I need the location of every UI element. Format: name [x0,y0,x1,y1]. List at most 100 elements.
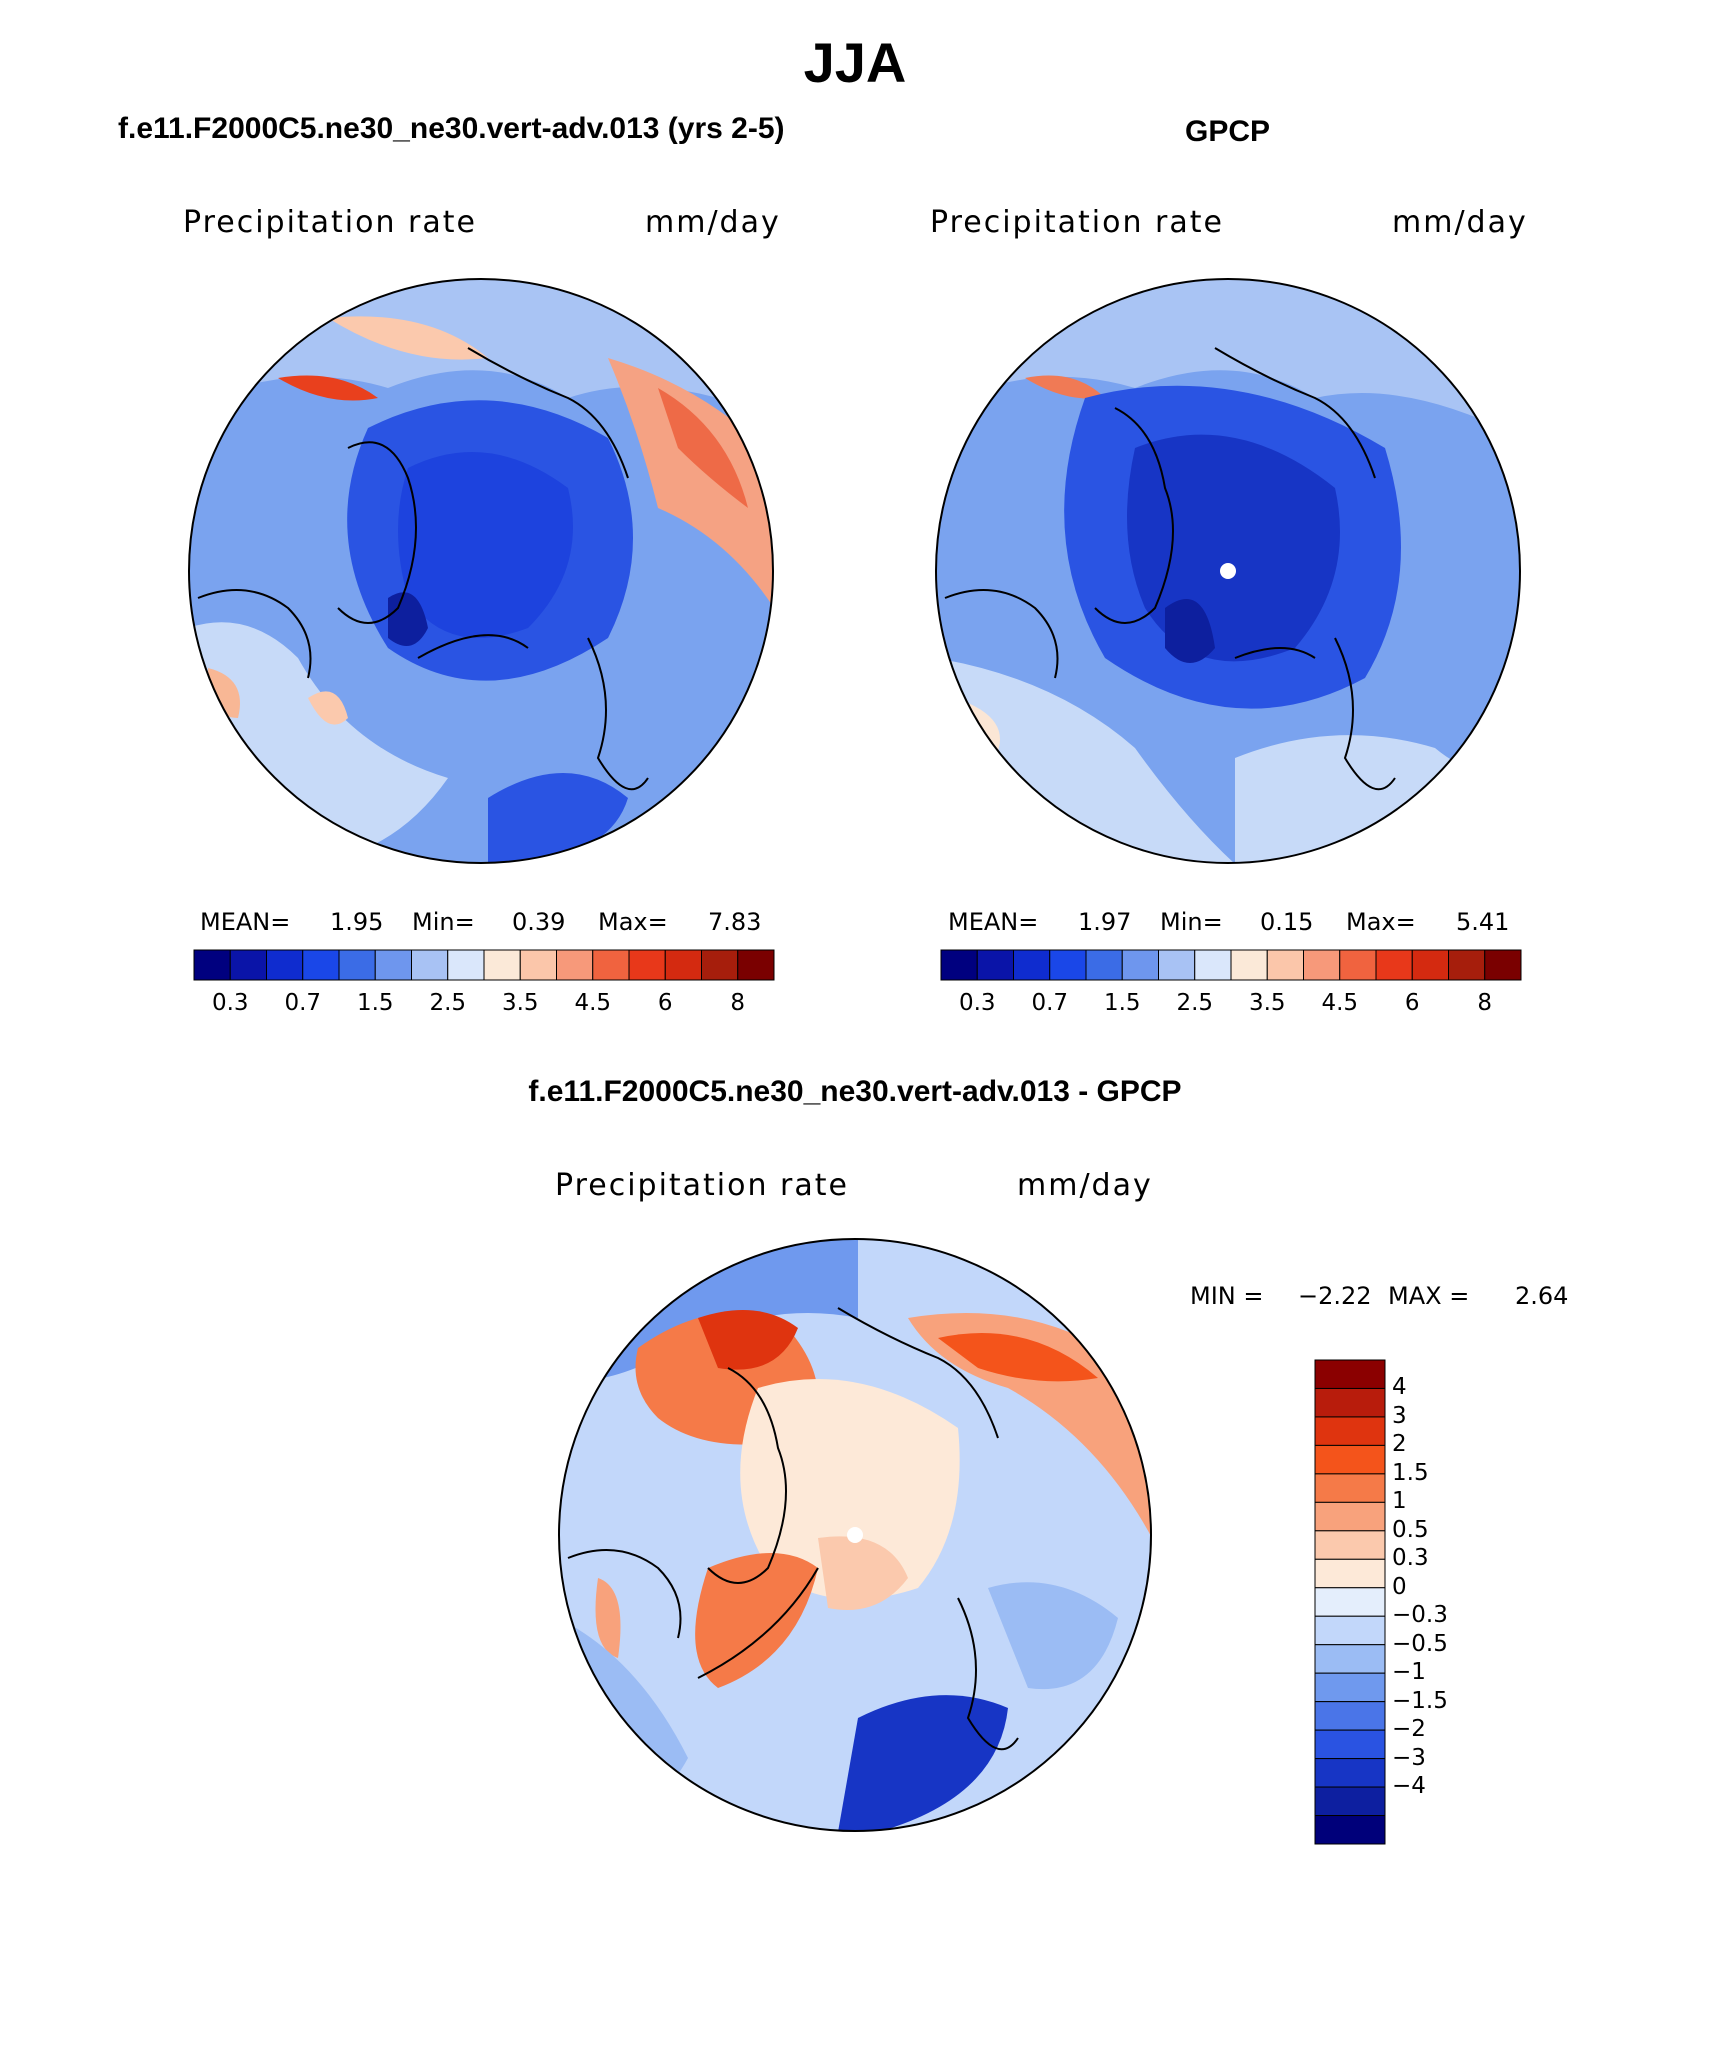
panel1-colorbar [193,949,775,981]
panel2-colorbar-swatch [1230,949,1268,981]
panel3-colorbar-swatch [1314,1444,1386,1475]
panel1-variable-label: Precipitation rate [183,205,477,240]
panel3-colorbar-swatch [1314,1387,1386,1418]
panel3-variable-label: Precipitation rate [555,1168,849,1203]
panel1-mean-label: MEAN= [200,908,291,936]
figure-title: JJA [803,31,907,94]
panel3-colorbar-swatch [1314,1615,1386,1646]
panel1-colorbar-swatch [229,949,267,981]
panel1-units-label: mm/day [645,205,781,240]
panel1-colorbar-swatch [483,949,521,981]
panel1-colorbar-tick-label: 2.5 [429,990,467,1016]
panel2-colorbar-swatch [1049,949,1087,981]
panel1-mean-value: 1.95 [330,908,384,936]
panel2-colorbar-tick-label: 8 [1477,990,1493,1016]
panel3-colorbar-swatch [1314,1530,1386,1560]
panel2-colorbar-swatch [1411,949,1449,981]
panel2-colorbar-swatch [1484,949,1522,981]
panel2-min-label: Min= [1160,908,1223,936]
panel2-colorbar-swatch [1375,949,1413,981]
panel3-min-value: −2.22 [1298,1282,1372,1310]
panel2-colorbar-tick-label: 2.5 [1176,990,1214,1016]
panel1-title: f.e11.F2000C5.ne30_ne30.vert-adv.013 (yr… [118,112,785,145]
panel3-colorbar-swatch [1314,1644,1386,1674]
panel3-colorbar-tick-label: −2 [1392,1716,1426,1743]
panel1-colorbar-swatch [737,949,775,981]
panel3-colorbar-swatch [1314,1473,1386,1503]
panel2-colorbar-tick-label: 0.3 [958,990,996,1016]
panel3-colorbar-tick-label: 0 [1392,1573,1407,1600]
panel2-colorbar-swatch [1266,949,1304,981]
panel1-colorbar-swatch [664,949,702,981]
panel1-colorbar-tick-label: 0.7 [284,990,322,1016]
panel3-colorbar-tick-label: −0.5 [1392,1630,1448,1657]
panel3-colorbar-swatch [1314,1672,1386,1703]
panel1-colorbar-swatch [592,949,630,981]
panel3-max-value: 2.64 [1515,1282,1569,1310]
panel3-colorbar-swatch [1314,1359,1386,1389]
panel3-colorbar-tick-label: −3 [1392,1744,1426,1771]
panel1-polar-map [188,278,774,864]
panel1-colorbar-swatch [338,949,376,981]
panel2-colorbar-swatch [1013,949,1051,981]
panel3-units-label: mm/day [1017,1168,1153,1203]
panel2-colorbar-tick-label: 4.5 [1321,990,1359,1016]
panel2-colorbar-swatch [1448,949,1486,981]
panel1-max-label: Max= [598,908,668,936]
panel3-colorbar-tick-label: 2 [1392,1431,1407,1458]
panel3-colorbar-swatch [1314,1758,1386,1788]
panel3-colorbar-swatch [1314,1587,1386,1617]
panel2-colorbar-swatch [976,949,1014,981]
panel3-colorbar-tick-label: −1.5 [1392,1687,1448,1714]
panel3-colorbar-tick-label: 0.3 [1392,1545,1429,1572]
panel2-max-label: Max= [1346,908,1416,936]
panel1-colorbar-tick-label: 1.5 [356,990,394,1016]
panel3-colorbar-tick-label: 4 [1392,1374,1407,1401]
panel3-max-label: MAX = [1388,1282,1470,1310]
panel1-max-value: 7.83 [708,908,762,936]
panel2-max-value: 5.41 [1456,908,1510,936]
panel1-colorbar-tick-label: 3.5 [501,990,539,1016]
panel1-colorbar-swatch [193,949,231,981]
panel3-title: f.e11.F2000C5.ne30_ne30.vert-adv.013 - G… [528,1075,1182,1108]
panel1-colorbar-swatch [519,949,557,981]
panel2-title: GPCP [1185,115,1271,148]
panel2-colorbar-swatch [1121,949,1159,981]
panel1-min-label: Min= [412,908,475,936]
panel2-min-value: 0.15 [1260,908,1314,936]
panel3-colorbar-tick-label: 0.5 [1392,1516,1429,1543]
panel1-colorbar-tick-label: 4.5 [574,990,612,1016]
panel3-colorbar-tick-label: 3 [1392,1402,1407,1429]
panel1-colorbar-swatch [701,949,739,981]
panel1-colorbar-swatch [556,949,594,981]
panel2-units-label: mm/day [1392,205,1528,240]
panel3-polar-map [558,1238,1152,1832]
panel1-colorbar-swatch [447,949,485,981]
panel3-colorbar-tick-label: −1 [1392,1659,1426,1686]
panel2-colorbar [940,949,1522,981]
panel2-variable-label: Precipitation rate [930,205,1224,240]
panel2-colorbar-tick-label: 6 [1404,990,1420,1016]
panel3-colorbar-swatch [1314,1501,1386,1532]
panel1-colorbar-swatch [374,949,412,981]
panel3-colorbar-swatch [1314,1729,1386,1760]
panel1-colorbar-ticks: 0.3 0.7 1.5 2.5 3.5 4.5 6 8 [194,990,774,1020]
panel2-mean-label: MEAN= [948,908,1039,936]
panel3-colorbar-tick-label: 1.5 [1392,1459,1429,1486]
panel3-colorbar-tick-label: −4 [1392,1773,1426,1800]
panel1-colorbar-tick-label: 8 [730,990,746,1016]
panel3-colorbar-ticks: 4 3 2 1.5 1 0.5 0.3 0 −0.3 −0.5 −1 −1.5 −2 −3 −4 [1392,1360,1482,1844]
panel2-colorbar-swatch [1194,949,1232,981]
panel1-colorbar-swatch [302,949,340,981]
panel3-colorbar-swatch [1314,1786,1386,1817]
panel1-colorbar-swatch [411,949,449,981]
panel2-colorbar-swatch [1339,949,1377,981]
panel3-colorbar-tick-label: −0.3 [1392,1602,1448,1629]
panel3-colorbar-swatch [1314,1701,1386,1731]
panel2-colorbar-swatch [940,949,978,981]
panel1-colorbar-swatch [628,949,666,981]
panel2-colorbar-tick-label: 3.5 [1248,990,1286,1016]
panel3-colorbar-swatch [1314,1416,1386,1446]
panel3-min-label: MIN = [1190,1282,1264,1310]
panel1-colorbar-tick-label: 6 [657,990,673,1016]
